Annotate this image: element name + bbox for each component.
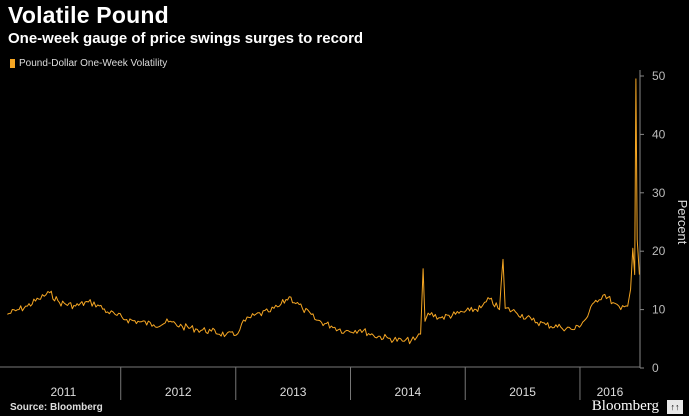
- y-tick-label: 40: [652, 127, 666, 141]
- legend-label: Pound-Dollar One-Week Volatility: [19, 58, 168, 69]
- source-note: Source: Bloomberg: [10, 402, 103, 413]
- legend-swatch: [10, 59, 15, 68]
- x-tick-label: 2012: [165, 385, 192, 399]
- series-line-pound-dollar: [7, 78, 640, 345]
- x-tick-label: 2015: [509, 385, 536, 399]
- x-tick-label: 2014: [395, 385, 422, 399]
- y-tick-label: 0: [652, 361, 659, 375]
- x-tick-label: 2011: [50, 385, 76, 399]
- x-tick-label: 2016: [597, 385, 624, 399]
- brand-logo: Bloomberg: [591, 398, 659, 414]
- x-tick-label: 2013: [280, 385, 307, 399]
- chart-subtitle: One-week gauge of price swings surges to…: [8, 30, 364, 47]
- y-tick-label: 20: [652, 244, 666, 258]
- legend: Pound-Dollar One-Week Volatility: [10, 58, 167, 69]
- y-axis-label: Percent: [675, 200, 689, 245]
- y-tick-label: 50: [652, 69, 666, 83]
- chart-title: Volatile Pound: [8, 2, 169, 28]
- y-tick-label: 10: [652, 303, 666, 317]
- brand-badge-icon: ↑↑: [667, 400, 683, 414]
- y-tick-label: 30: [652, 186, 666, 200]
